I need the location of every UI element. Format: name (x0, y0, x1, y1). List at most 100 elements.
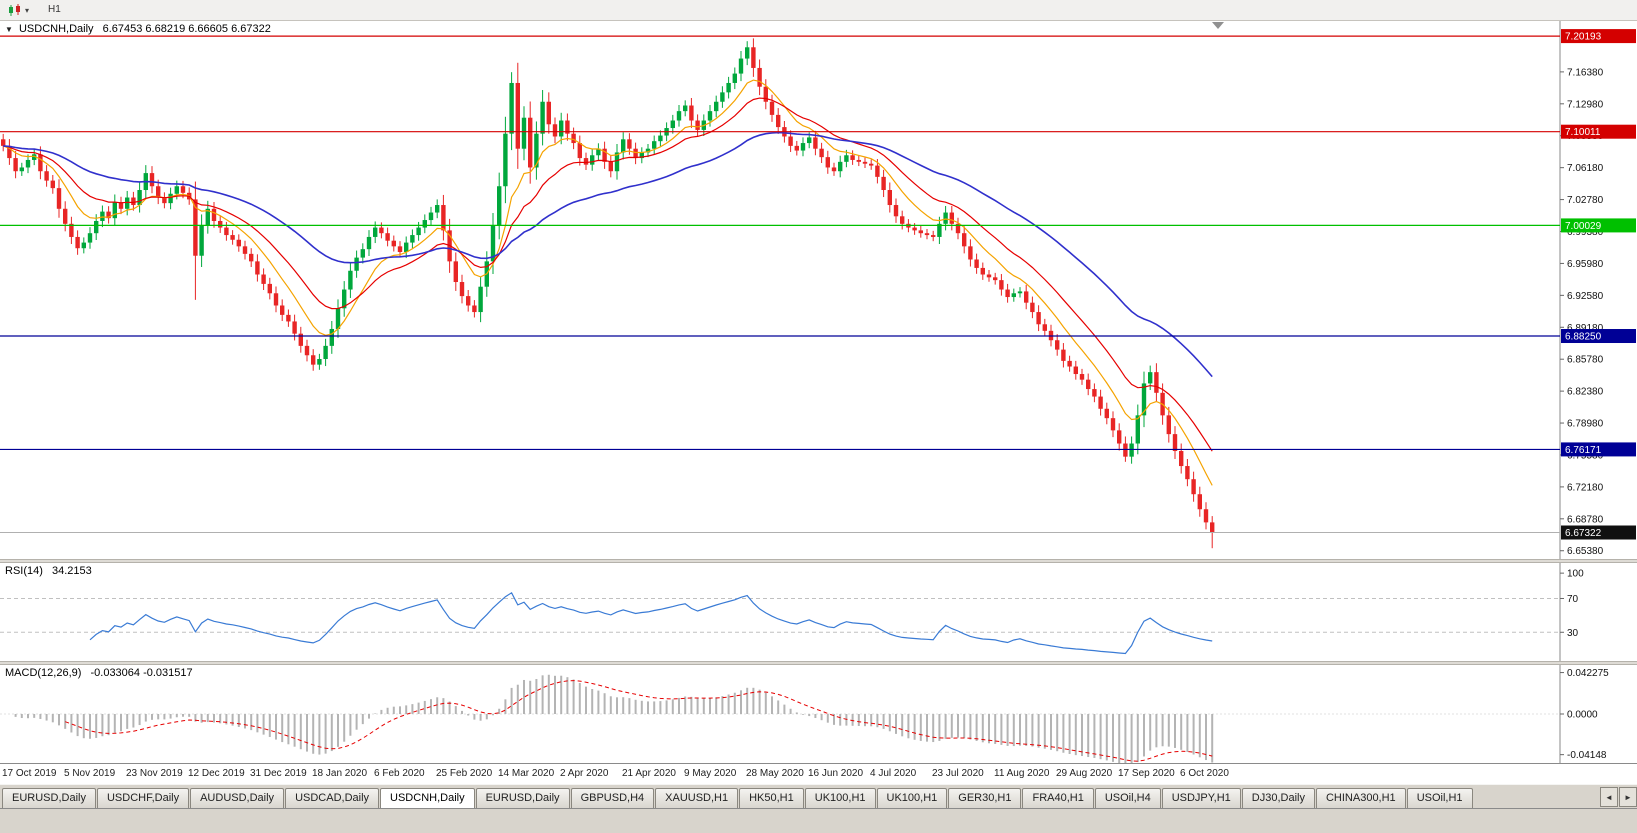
rsi-svg[interactable]: 100 70 30 (0, 563, 1637, 661)
chart-tab-hk50-h1[interactable]: HK50,H1 (739, 788, 804, 808)
date-label: 2 Apr 2020 (560, 768, 609, 779)
date-label: 25 Feb 2020 (436, 768, 493, 779)
chart-tab-usdcnh-daily[interactable]: USDCNH,Daily (380, 788, 475, 808)
svg-text:70: 70 (1567, 594, 1579, 605)
price-level-label (1561, 329, 1636, 344)
svg-text:6.82380: 6.82380 (1567, 387, 1604, 398)
ma-line-45 (3, 131, 1213, 378)
rsi-line (89, 591, 1213, 655)
collapse-indicator-icon[interactable]: ▼ (5, 25, 13, 34)
macd-svg[interactable]: 0.042275 0.0000 -0.04148 (0, 665, 1637, 763)
chart-shift-marker-icon (1212, 22, 1224, 29)
ma-line-18 (3, 97, 1213, 452)
rsi-value: 34.2153 (51, 565, 92, 577)
chart-tab-eurusd-daily[interactable]: EURUSD,Daily (475, 788, 570, 808)
date-label: 17 Sep 2020 (1118, 768, 1175, 779)
current-price-label (1561, 525, 1636, 540)
rsi-panel[interactable]: 100 70 30 RSI(14) 34.2153 (0, 563, 1637, 661)
tab-scroll-right-icon[interactable]: ► (1619, 787, 1637, 807)
status-bar (0, 808, 1637, 833)
chart-tab-fra40-h1[interactable]: FRA40,H1 (1022, 788, 1094, 808)
date-label: 21 Apr 2020 (622, 768, 676, 779)
candles (1, 38, 1215, 549)
tab-scroll-left-icon[interactable]: ◄ (1600, 787, 1618, 807)
chart-tab-uk100-h1[interactable]: UK100,H1 (876, 788, 948, 808)
svg-text:7.20193: 7.20193 (1565, 32, 1602, 43)
date-label: 6 Feb 2020 (374, 768, 425, 779)
chart-tab-ger30-h1[interactable]: GER30,H1 (948, 788, 1022, 808)
rsi-label: RSI(14) (5, 565, 43, 577)
candlestick-glyph (9, 3, 20, 16)
svg-text:-0.04148: -0.04148 (1567, 750, 1607, 761)
chart-ohlc-values: 6.67453 6.68219 6.66605 6.67322 (102, 23, 271, 35)
svg-text:0.0000: 0.0000 (1567, 710, 1598, 721)
chart-tab-dj30-daily[interactable]: DJ30,Daily (1241, 788, 1315, 808)
chart-tab-audusd-daily[interactable]: AUDUSD,Daily (190, 788, 285, 808)
chart-tab-usdchf-daily[interactable]: USDCHF,Daily (96, 788, 190, 808)
svg-text:6.65380: 6.65380 (1567, 546, 1604, 557)
svg-text:6.72180: 6.72180 (1567, 482, 1604, 493)
date-label: 18 Jan 2020 (312, 768, 368, 779)
svg-text:7.10011: 7.10011 (1565, 127, 1601, 138)
svg-text:7.00029: 7.00029 (1565, 221, 1602, 232)
chart-tab-gbpusd-h4[interactable]: GBPUSD,H4 (570, 788, 655, 808)
price-level-label (1561, 124, 1636, 139)
macd-values: -0.033064 -0.031517 (90, 667, 193, 679)
date-label: 16 Jun 2020 (808, 768, 864, 779)
macd-panel[interactable]: 0.042275 0.0000 -0.04148 MACD(12,26,9) -0.… (0, 665, 1637, 763)
date-label: 28 May 2020 (746, 768, 804, 779)
date-label: 5 Nov 2019 (64, 768, 116, 779)
toolbar: ▾ M1M5M15M30H1H4D1W1MN (0, 0, 1637, 87)
chart-tab-usoil-h4[interactable]: USOil,H4 (1094, 788, 1161, 808)
chart-tab-usoil-h1[interactable]: USOil,H1 (1406, 788, 1473, 808)
tab-scroll-buttons: ◄ ► (1597, 787, 1637, 807)
dropdown-caret-icon: ▾ (25, 5, 30, 15)
date-label: 17 Oct 2019 (2, 768, 57, 779)
date-label: 9 May 2020 (684, 768, 737, 779)
svg-text:30: 30 (1567, 628, 1579, 639)
rsi-title: RSI(14) 34.2153 (5, 565, 92, 577)
date-label: 6 Oct 2020 (1180, 768, 1229, 779)
date-label: 14 Mar 2020 (498, 768, 555, 779)
svg-text:100: 100 (1567, 569, 1584, 580)
date-label: 12 Dec 2019 (188, 768, 245, 779)
svg-text:6.92580: 6.92580 (1567, 291, 1604, 302)
date-label: 29 Aug 2020 (1056, 768, 1113, 779)
main-chart-panel[interactable]: 7.163807.129807.095807.061807.027806.993… (0, 21, 1637, 559)
price-level-label (1561, 218, 1636, 233)
date-label: 4 Jul 2020 (870, 768, 917, 779)
svg-text:6.88250: 6.88250 (1565, 332, 1602, 343)
timeframe-button-h1[interactable]: H1 (48, 4, 61, 15)
date-label: 31 Dec 2019 (250, 768, 307, 779)
macd-signal-line (65, 680, 1213, 762)
svg-text:6.76171: 6.76171 (1565, 445, 1602, 456)
date-label: 23 Nov 2019 (126, 768, 183, 779)
chart-tab-china300-h1[interactable]: CHINA300,H1 (1315, 788, 1406, 808)
date-label: 23 Jul 2020 (932, 768, 984, 779)
svg-text:7.12980: 7.12980 (1567, 99, 1604, 110)
svg-text:7.16380: 7.16380 (1567, 67, 1604, 78)
chart-tab-usdcad-daily[interactable]: USDCAD,Daily (285, 788, 380, 808)
chart-tab-usdjpy-h1[interactable]: USDJPY,H1 (1161, 788, 1241, 808)
chart-type-icon[interactable]: ▾ (4, 3, 32, 18)
macd-label: MACD(12,26,9) (5, 667, 82, 679)
chart-tab-uk100-h1[interactable]: UK100,H1 (804, 788, 876, 808)
chart-tab-xauusd-h1[interactable]: XAUUSD,H1 (655, 788, 739, 808)
svg-text:6.89180: 6.89180 (1567, 323, 1604, 334)
chart-tab-eurusd-daily[interactable]: EURUSD,Daily (2, 788, 96, 808)
svg-text:0.042275: 0.042275 (1567, 668, 1609, 679)
chart-tabs: EURUSD,Daily USDCHF,Daily AUDUSD,Daily USDC… (2, 788, 1474, 808)
svg-text:6.85780: 6.85780 (1567, 355, 1604, 366)
price-level-label (1561, 29, 1636, 44)
svg-text:6.78980: 6.78980 (1567, 419, 1604, 430)
svg-text:6.68780: 6.68780 (1567, 514, 1604, 525)
svg-text:7.06180: 7.06180 (1567, 163, 1604, 174)
main-chart-svg[interactable]: 7.163807.129807.095807.061807.027806.993… (0, 21, 1637, 559)
svg-text:6.67322: 6.67322 (1565, 528, 1602, 539)
panel-splitter[interactable] (0, 559, 1637, 563)
price-level-label (1561, 442, 1636, 457)
date-axis[interactable]: 17 Oct 2019 5 Nov 2019 23 Nov 2019 12 Dec 2… (0, 763, 1637, 784)
chart-title: ▼ USDCNH,Daily 6.67453 6.68219 6.66605 6… (5, 23, 271, 35)
panel-splitter[interactable] (0, 661, 1637, 665)
